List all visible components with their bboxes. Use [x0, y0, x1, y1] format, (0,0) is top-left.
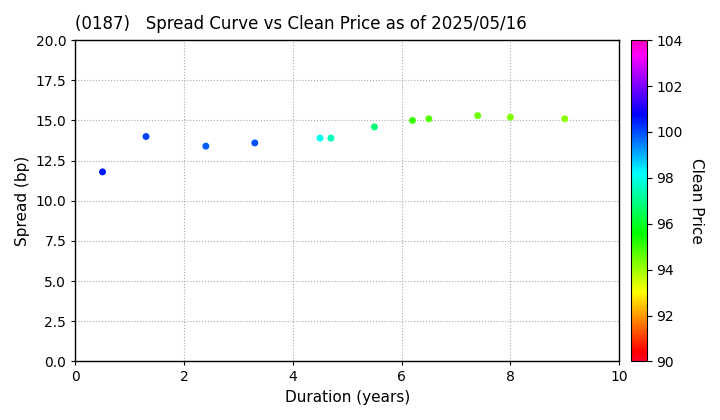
Point — [369, 123, 380, 130]
Point — [140, 133, 152, 140]
Point — [505, 114, 516, 121]
Point — [559, 116, 570, 122]
Point — [325, 135, 337, 142]
Text: (0187)   Spread Curve vs Clean Price as of 2025/05/16: (0187) Spread Curve vs Clean Price as of… — [76, 15, 527, 33]
Point — [200, 143, 212, 150]
X-axis label: Duration (years): Duration (years) — [284, 390, 410, 405]
Point — [315, 135, 326, 142]
Point — [249, 139, 261, 146]
Point — [96, 168, 108, 175]
Point — [472, 112, 484, 119]
Y-axis label: Spread (bp): Spread (bp) — [15, 156, 30, 246]
Y-axis label: Clean Price: Clean Price — [689, 158, 703, 244]
Point — [407, 117, 418, 124]
Point — [423, 116, 435, 122]
